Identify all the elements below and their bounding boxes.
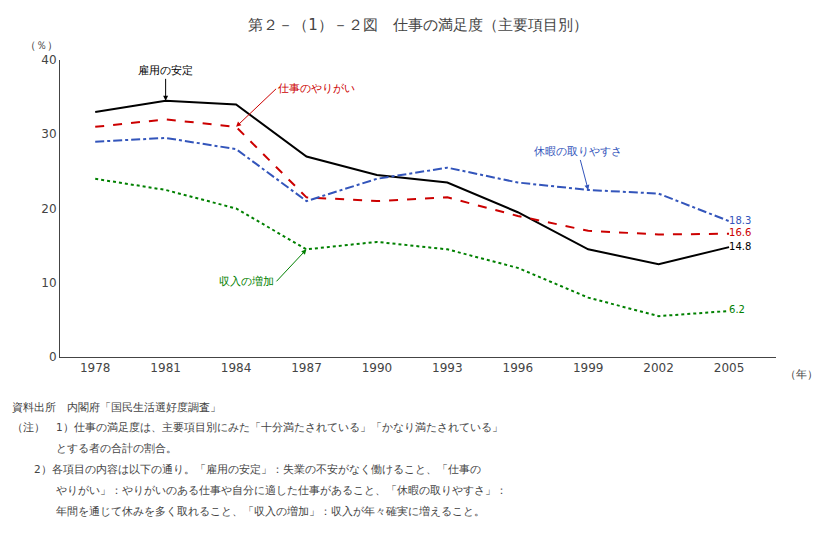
svg-text:0: 0 <box>49 350 57 364</box>
svg-text:14.8: 14.8 <box>729 241 751 252</box>
svg-text:年間を通じて休みを多く取れること、「収入の増加」：収入が年々: 年間を通じて休みを多く取れること、「収入の増加」：収入が年々確実に増えること。 <box>12 505 485 517</box>
svg-text:10: 10 <box>41 276 56 290</box>
svg-text:1996: 1996 <box>502 361 533 375</box>
svg-text:休暇の取りやすさ: 休暇の取りやすさ <box>534 145 622 158</box>
svg-text:1987: 1987 <box>291 361 322 375</box>
svg-text:1990: 1990 <box>362 361 393 375</box>
svg-text:（年）: （年） <box>785 368 818 381</box>
svg-text:20: 20 <box>41 202 56 216</box>
svg-text:やりがい」：やりがいのある仕事や自分に適した仕事があること、: やりがい」：やりがいのある仕事や自分に適した仕事があること、「休暇の取りやすさ」… <box>12 484 507 497</box>
svg-text:2002: 2002 <box>643 361 674 375</box>
svg-text:1981: 1981 <box>150 361 181 375</box>
svg-text:1984: 1984 <box>221 361 252 375</box>
svg-text:2）各項目の内容は以下の通り。「雇用の安定」：失業の不安がな: 2）各項目の内容は以下の通り。「雇用の安定」：失業の不安がなく働けること、「仕事… <box>12 463 481 476</box>
svg-text:2005: 2005 <box>714 361 745 375</box>
svg-text:1993: 1993 <box>432 361 463 375</box>
svg-text:（％）: （％） <box>25 39 58 52</box>
svg-text:1978: 1978 <box>80 361 111 375</box>
svg-text:雇用の安定: 雇用の安定 <box>138 64 193 77</box>
svg-text:16.6: 16.6 <box>729 227 751 238</box>
svg-text:40: 40 <box>41 53 56 67</box>
svg-text:6.2: 6.2 <box>729 304 745 315</box>
svg-text:（注） 1）仕事の満足度は、主要項目別にみた「十分満たされて: （注） 1）仕事の満足度は、主要項目別にみた「十分満たされている」「かなり満たさ… <box>12 421 503 433</box>
svg-text:30: 30 <box>41 127 56 141</box>
svg-text:とする者の合計の割合。: とする者の合計の割合。 <box>12 442 177 455</box>
svg-text:資料出所 内閣府「国民生活選好度調査」: 資料出所 内閣府「国民生活選好度調査」 <box>12 401 221 413</box>
svg-text:1999: 1999 <box>573 361 604 375</box>
svg-text:第２－（1）－２図 仕事の満足度（主要項目別）: 第２－（1）－２図 仕事の満足度（主要項目別） <box>248 16 588 34</box>
svg-text:仕事のやりがい: 仕事のやりがい <box>278 82 355 95</box>
svg-text:収入の増加: 収入の増加 <box>219 275 274 288</box>
svg-text:18.3: 18.3 <box>729 215 751 226</box>
